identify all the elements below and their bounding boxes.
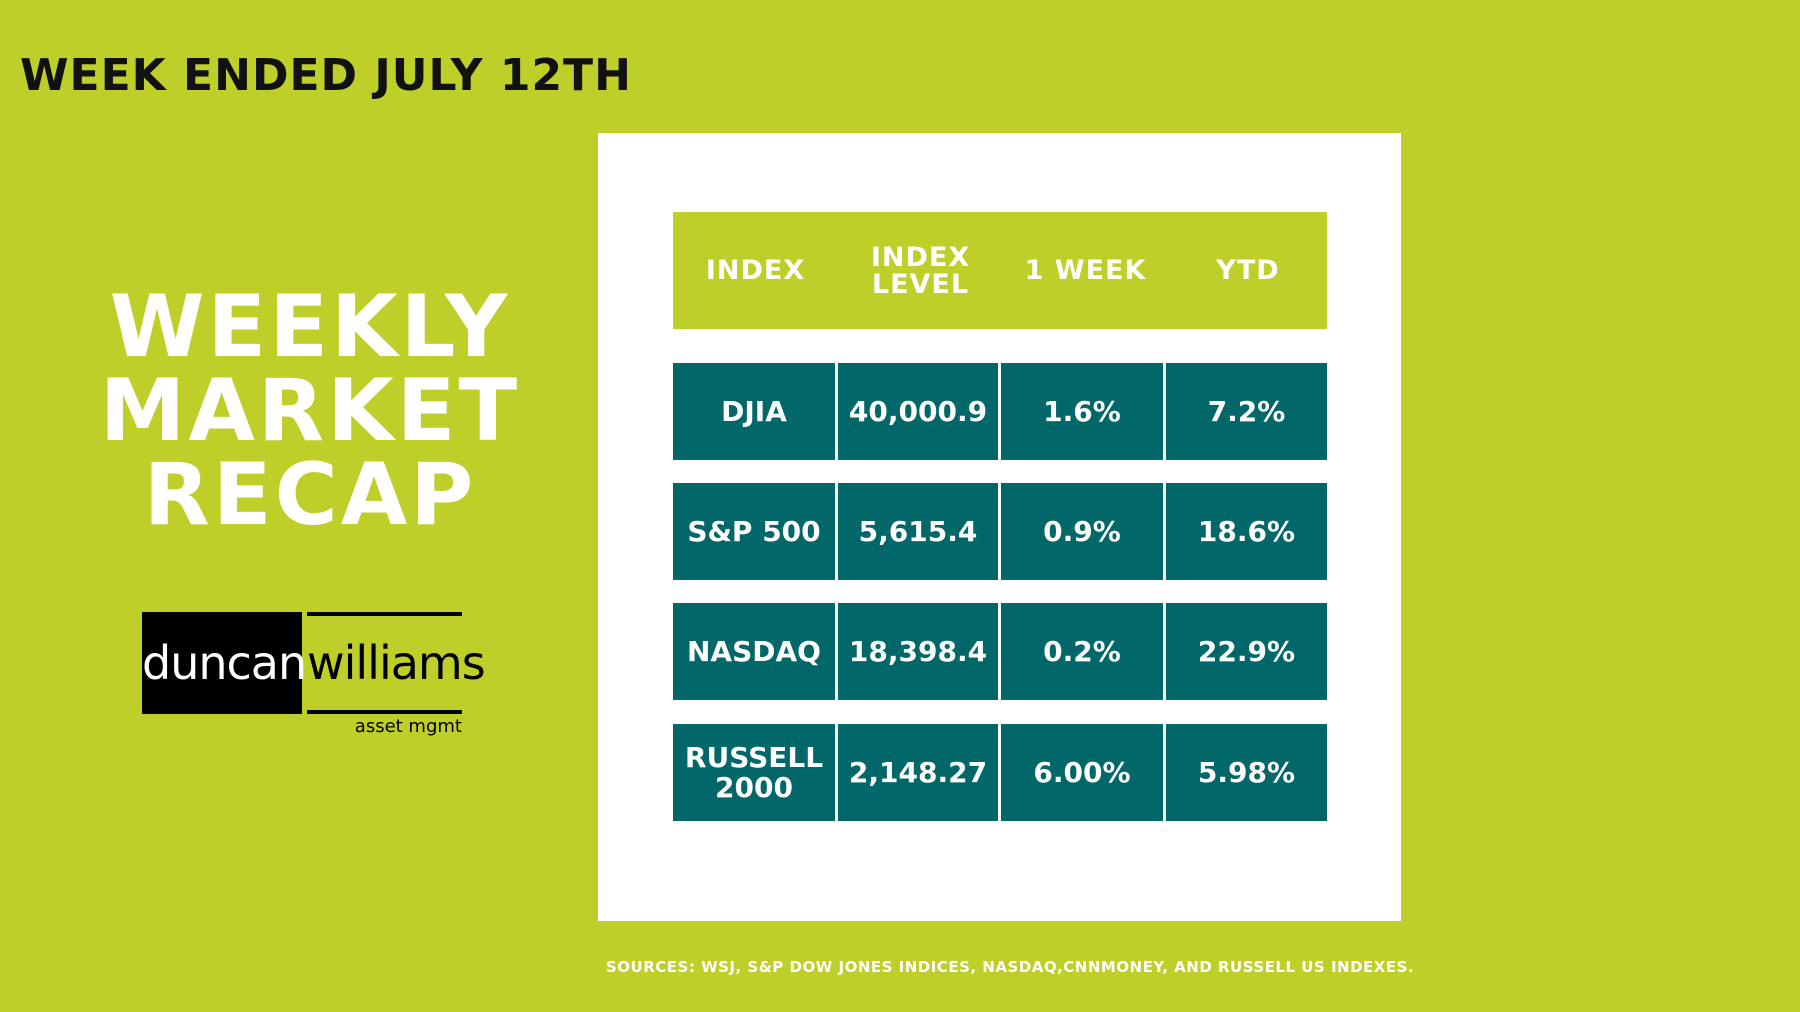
- header-index-level: INDEX LEVEL: [870, 241, 971, 300]
- ytd-change: 5.98%: [1166, 724, 1327, 821]
- logo-subtitle: asset mgmt: [354, 716, 462, 737]
- index-name: DJIA: [673, 363, 835, 460]
- market-table-card: INDEX INDEX LEVEL 1 WEEK YTD DJIA 40,000…: [598, 133, 1401, 921]
- company-logo: duncan williams asset mgmt: [142, 612, 486, 742]
- table-row: S&P 500 5,615.4 0.9% 18.6%: [673, 483, 1327, 580]
- index-level: 40,000.9: [838, 363, 998, 460]
- page-title: WEEKLY MARKET RECAP: [80, 277, 540, 545]
- ytd-change: 18.6%: [1166, 483, 1327, 580]
- index-name: RUSSELL 2000: [673, 724, 835, 821]
- one-week-change: 0.9%: [1001, 483, 1163, 580]
- sources-footnote: SOURCES: WSJ, S&P DOW JONES INDICES, NAS…: [606, 958, 1415, 976]
- index-level: 2,148.27: [838, 724, 998, 821]
- index-name: NASDAQ: [673, 603, 835, 700]
- index-name: S&P 500: [673, 483, 835, 580]
- index-level: 5,615.4: [838, 483, 998, 580]
- table-row: RUSSELL 2000 2,148.27 6.00% 5.98%: [673, 724, 1327, 821]
- week-ended-heading: WEEK ENDED JULY 12TH: [20, 50, 632, 101]
- header-index: INDEX: [705, 255, 806, 286]
- one-week-change: 0.2%: [1001, 603, 1163, 700]
- one-week-change: 6.00%: [1001, 724, 1163, 821]
- logo-left-word: duncan: [142, 612, 307, 714]
- title-line-recap: RECAP: [143, 445, 477, 545]
- table-row: NASDAQ 18,398.4 0.2% 22.9%: [673, 603, 1327, 700]
- table-row: DJIA 40,000.9 1.6% 7.2%: [673, 363, 1327, 460]
- ytd-change: 7.2%: [1166, 363, 1327, 460]
- header-1-week: 1 WEEK: [1024, 255, 1147, 286]
- logo-right-word: williams: [307, 612, 486, 714]
- index-level: 18,398.4: [838, 603, 998, 700]
- title-line-market: MARKET: [99, 361, 521, 461]
- title-line-weekly: WEEKLY: [109, 277, 511, 377]
- one-week-change: 1.6%: [1001, 363, 1163, 460]
- ytd-change: 22.9%: [1166, 603, 1327, 700]
- table-header: INDEX INDEX LEVEL 1 WEEK YTD: [673, 212, 1327, 329]
- header-ytd: YTD: [1216, 255, 1280, 286]
